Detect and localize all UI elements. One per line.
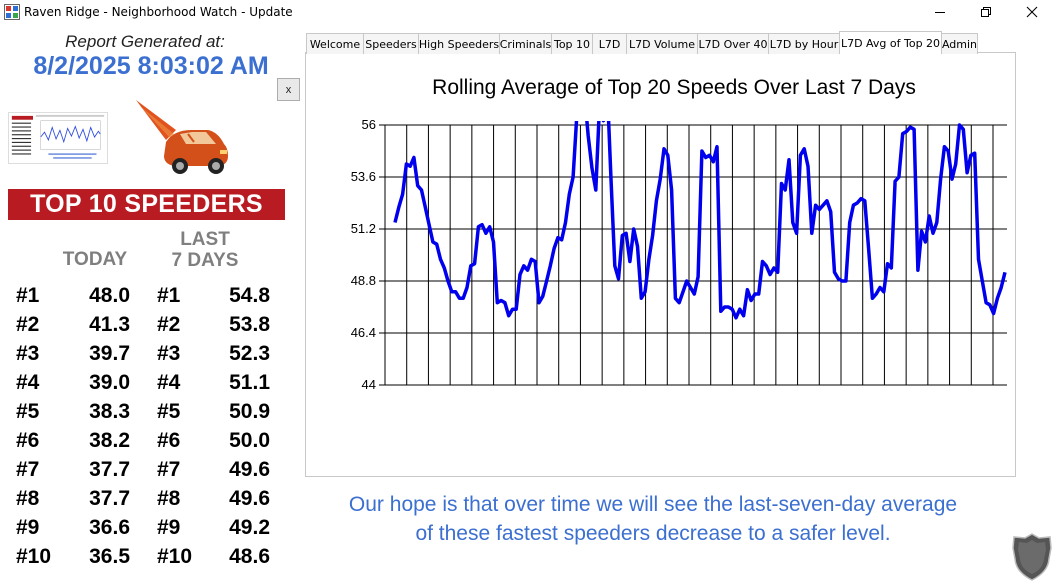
today-speed: 36.5 (89, 545, 130, 568)
last7-speed: 48.6 (229, 545, 270, 568)
chart-series (393, 121, 1007, 320)
today-speed: 41.3 (89, 313, 130, 336)
today-speed: 39.0 (89, 371, 130, 394)
last7-speed: 54.8 (229, 284, 270, 307)
close-window-button[interactable] (1009, 0, 1055, 24)
report-thumbnail-image (8, 112, 108, 164)
tab-high-speeders[interactable]: High Speeders (418, 33, 500, 54)
chart-y-ticks: 44 46.4 48.8 51.2 53.6 56 (351, 117, 376, 392)
last7-speed: 50.9 (229, 400, 270, 423)
minimize-button[interactable] (917, 0, 963, 24)
today-rank: #10 (16, 545, 52, 568)
hope-message-line1: Our hope is that over time we will see t… (348, 493, 958, 516)
last7-rank: #2 (157, 313, 181, 336)
today-speed: 37.7 (89, 487, 130, 510)
chart-title: Rolling Average of Top 20 Speeds Over La… (432, 76, 916, 99)
last7-speed: 52.3 (229, 342, 270, 365)
last7-rank: #10 (157, 545, 193, 568)
last7-rank: #6 (157, 429, 181, 452)
last7-rank: #7 (157, 458, 181, 481)
restore-button[interactable] (963, 0, 1009, 24)
close-icon (1026, 6, 1038, 18)
restore-icon (981, 7, 991, 17)
tab-criminals[interactable]: Criminals (499, 33, 552, 54)
today-rank: #6 (16, 429, 40, 452)
y-tick-label: 48.8 (351, 273, 376, 288)
today-rank: #4 (16, 371, 40, 394)
hope-message-line2: of these fastest speeders decrease to a … (415, 522, 891, 545)
last7-rank: #5 (157, 400, 181, 423)
last7-speed: 53.8 (229, 313, 270, 336)
last-7-days-header-line1: LAST (180, 229, 230, 250)
y-tick-label: 53.6 (351, 169, 376, 184)
chart-grid (379, 124, 1007, 386)
tab-content-panel (305, 52, 1016, 477)
today-column-header: TODAY (62, 249, 128, 270)
today-rank: #9 (16, 516, 40, 539)
last7-rank: #9 (157, 516, 181, 539)
tab-l7d[interactable]: L7D (592, 33, 627, 54)
rolling-average-chart: Rolling Average of Top 20 Speeds Over La… (351, 76, 1007, 392)
y-tick-label: 46.4 (351, 325, 376, 340)
window-title: Raven Ridge - Neighborhood Watch - Updat… (24, 5, 293, 19)
last7-rank: #4 (157, 371, 181, 394)
tab-l7d-by-hour[interactable]: L7D by Hour (768, 33, 840, 54)
top-10-speeders-banner: TOP 10 SPEEDERS (8, 189, 285, 220)
last7-speed: 50.0 (229, 429, 270, 452)
tab-speeders[interactable]: Speeders (363, 33, 419, 54)
last-7-days-column-header: LAST 7 DAYS (150, 229, 260, 271)
today-speed: 38.3 (89, 400, 130, 423)
tab-welcome[interactable]: Welcome (306, 33, 364, 54)
tab-l7d-avg-of-top-20[interactable]: L7D Avg of Top 20 (839, 31, 942, 54)
tab-top-10[interactable]: Top 10 (551, 33, 593, 54)
today-speed: 38.2 (89, 429, 130, 452)
today-speed: 36.6 (89, 516, 130, 539)
today-speed: 39.7 (89, 342, 130, 365)
last7-rank: #1 (157, 284, 181, 307)
last7-speed: 49.6 (229, 458, 270, 481)
minimize-icon (935, 12, 945, 13)
last7-speed: 49.2 (229, 516, 270, 539)
today-rank: #7 (16, 458, 40, 481)
last7-speed: 51.1 (229, 371, 270, 394)
today-rank: #5 (16, 400, 40, 423)
today-speed: 37.7 (89, 458, 130, 481)
tab-l7d-volume[interactable]: L7D Volume (626, 33, 698, 54)
today-rank: #2 (16, 313, 40, 336)
shield-badge-icon (1012, 533, 1052, 581)
y-tick-label: 44 (362, 377, 376, 392)
report-datetime: 8/2/2025 8:03:02 AM (33, 52, 269, 80)
last7-speed: 49.6 (229, 487, 270, 510)
y-tick-label: 56 (362, 117, 376, 132)
last-7-days-header-line2: 7 DAYS (171, 250, 239, 271)
y-tick-label: 51.2 (351, 221, 376, 236)
tab-l7d-over-40[interactable]: L7D Over 40 (697, 33, 769, 54)
last7-rank: #8 (157, 487, 181, 510)
today-rank: #1 (16, 284, 40, 307)
today-rank: #8 (16, 487, 40, 510)
close-panel-button[interactable]: x (277, 78, 300, 101)
tab-admin[interactable]: Admin (941, 33, 978, 54)
title-bar[interactable]: Raven Ridge - Neighborhood Watch - Updat… (0, 0, 1057, 26)
app-grid-icon (4, 4, 20, 20)
today-speed: 48.0 (89, 284, 130, 307)
last7-rank: #3 (157, 342, 181, 365)
report-generated-label: Report Generated at: (65, 32, 225, 51)
today-rank: #3 (16, 342, 40, 365)
series-line (393, 121, 1007, 320)
speeding-car-logo (136, 100, 228, 174)
hope-message: Our hope is that over time we will see t… (298, 490, 1008, 548)
